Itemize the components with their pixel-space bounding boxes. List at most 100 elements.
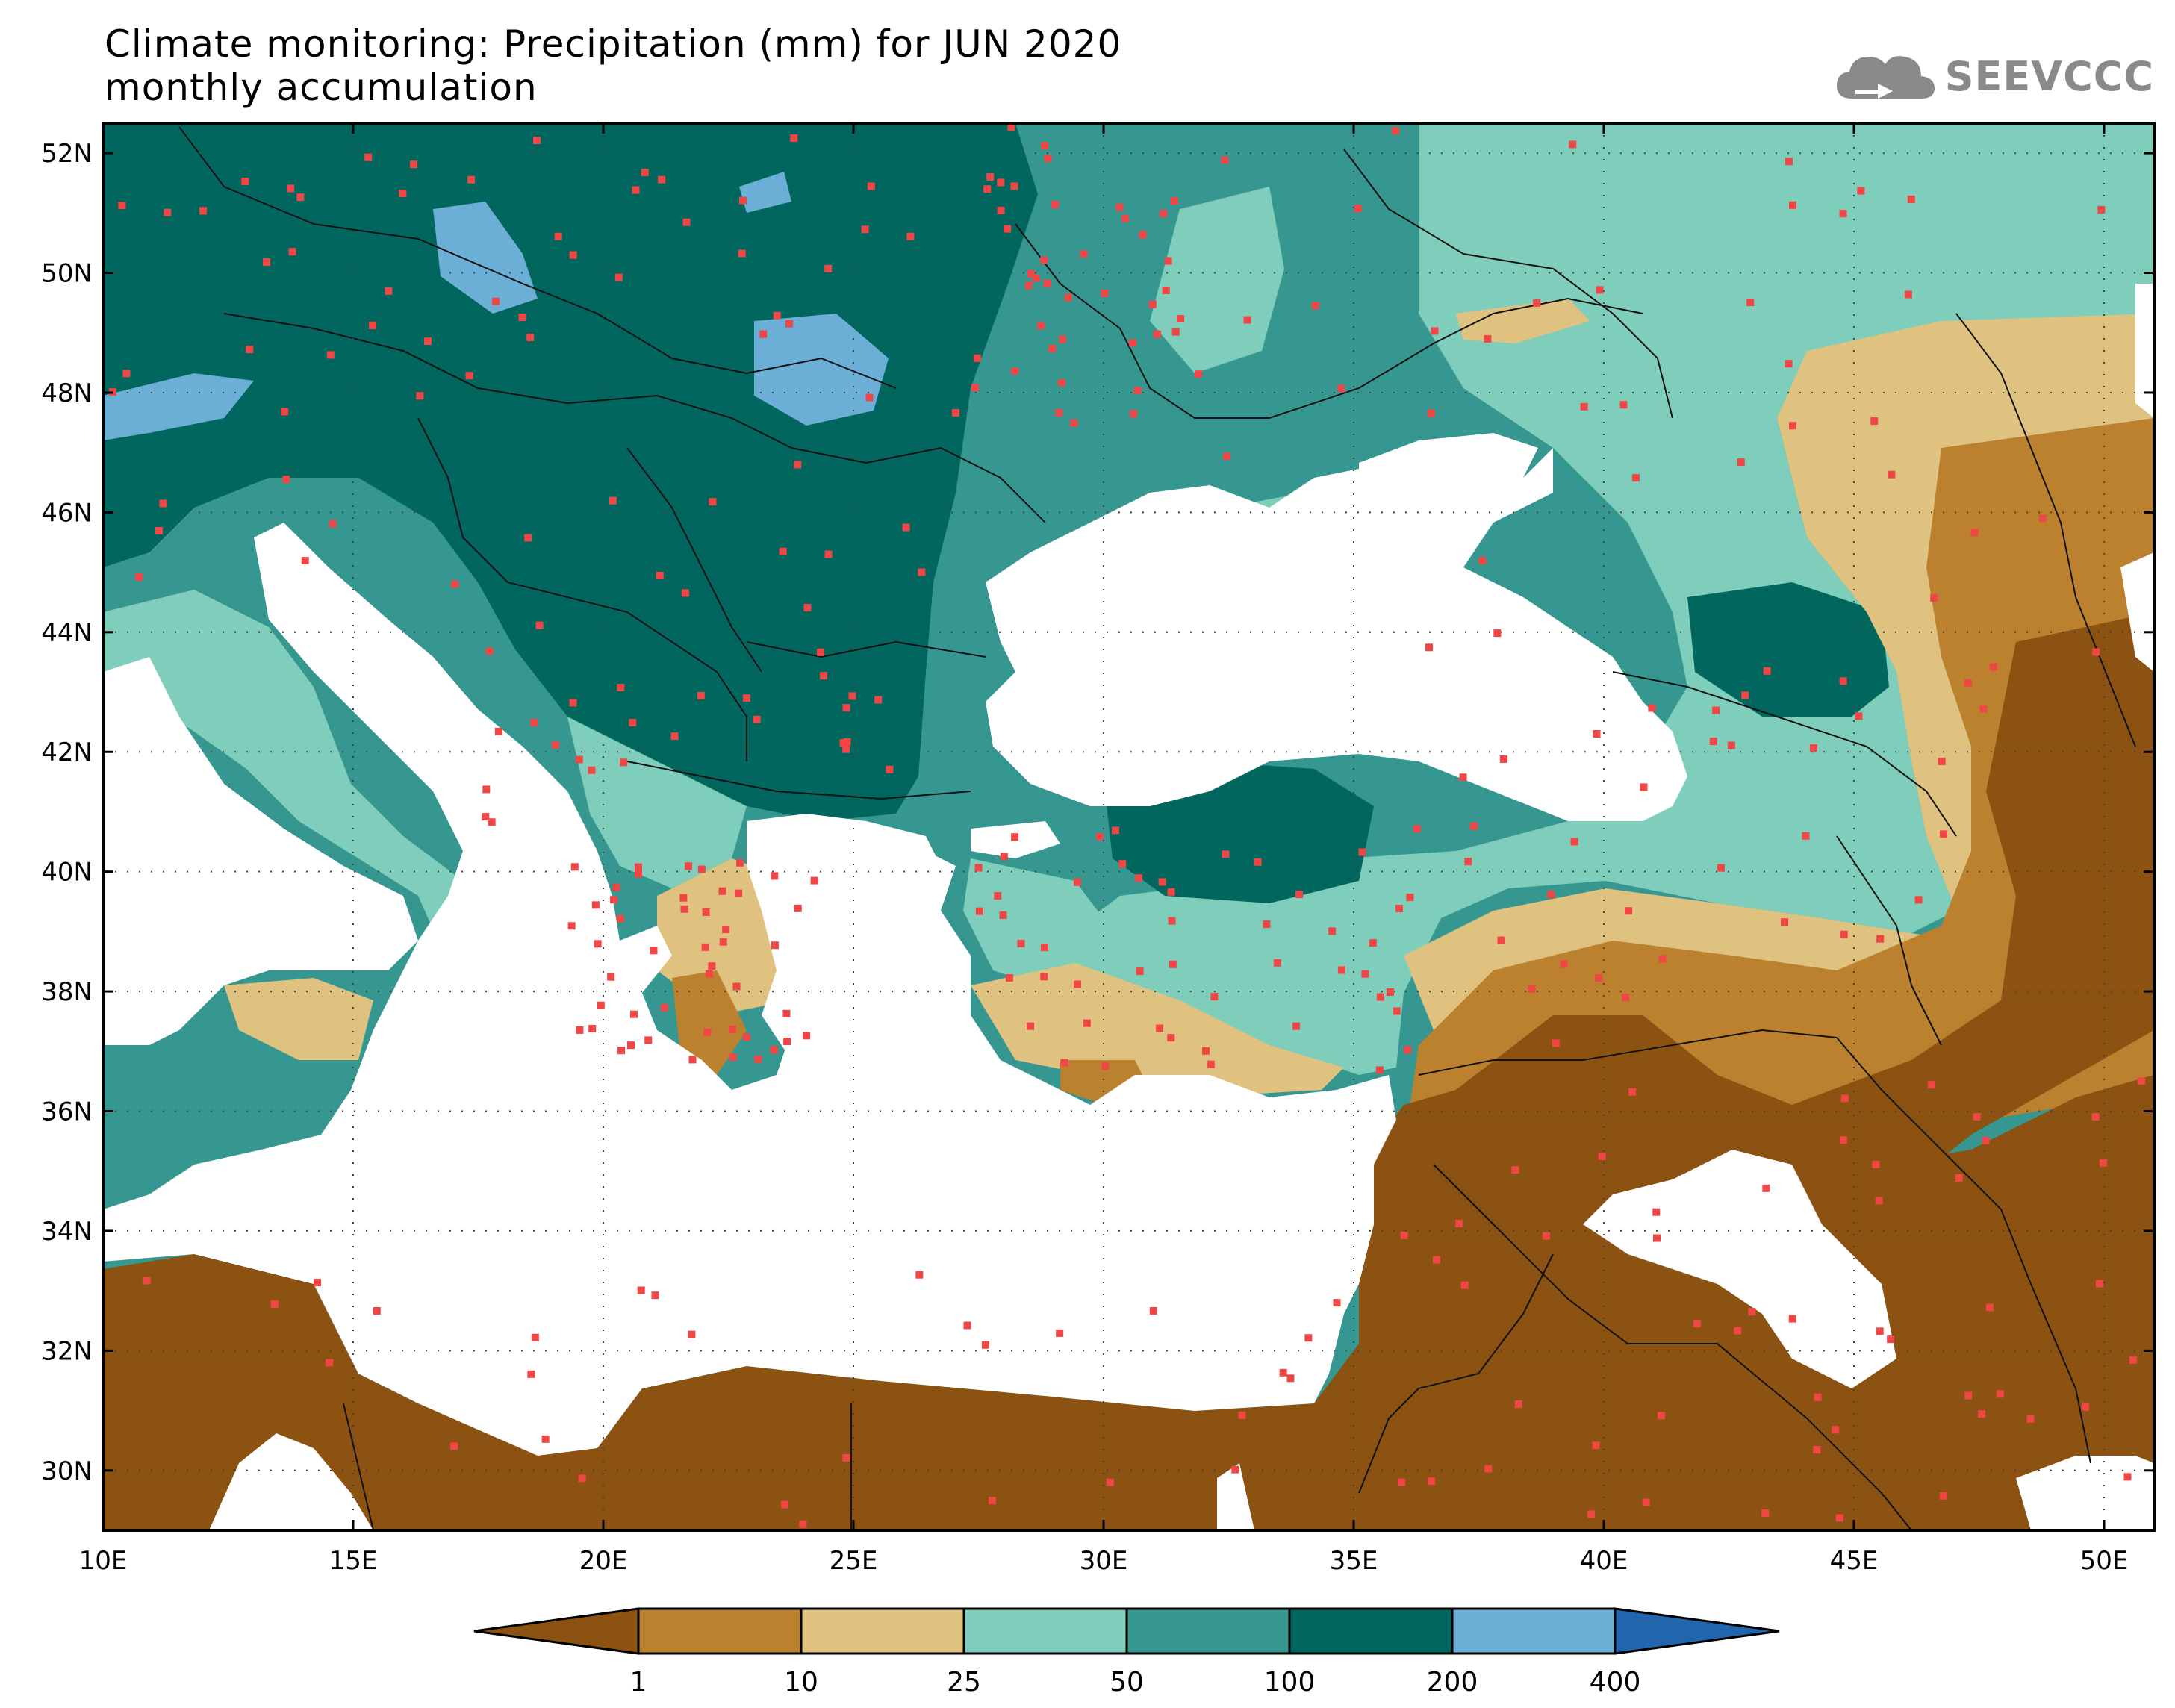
station-marker xyxy=(1648,704,1656,712)
station-marker xyxy=(1292,1022,1301,1030)
caspian-sea xyxy=(2120,552,2154,672)
station-marker xyxy=(296,193,305,202)
station-marker xyxy=(1939,830,1947,838)
station-marker xyxy=(1832,1426,1840,1434)
station-marker xyxy=(535,621,544,629)
station-marker xyxy=(485,647,494,655)
station-marker xyxy=(1835,1514,1843,1522)
station-marker xyxy=(1017,939,1025,947)
station-marker xyxy=(951,408,959,417)
station-marker xyxy=(2038,514,2047,523)
colorbar-arrow-high xyxy=(1614,1607,1780,1655)
field-1-10-east xyxy=(1404,418,2154,1194)
station-marker xyxy=(1658,955,1667,963)
station-marker xyxy=(450,1442,458,1450)
station-marker xyxy=(1809,744,1817,752)
station-marker xyxy=(1024,281,1033,290)
station-marker xyxy=(1041,142,1049,150)
station-marker xyxy=(975,907,983,915)
station-marker xyxy=(779,547,787,555)
station-marker xyxy=(697,691,705,699)
colorbar-label: 200 xyxy=(1427,1667,1478,1698)
station-marker xyxy=(1543,1232,1551,1240)
station-marker xyxy=(1460,1281,1469,1289)
station-marker xyxy=(902,523,910,532)
station-marker xyxy=(718,887,726,895)
station-marker xyxy=(753,715,761,723)
station-marker xyxy=(1238,1411,1246,1419)
title-block: Climate monitoring: Precipitation (mm) f… xyxy=(105,22,1121,109)
red-sea xyxy=(1217,1463,1254,1530)
station-marker xyxy=(1136,967,1144,976)
station-marker xyxy=(465,372,473,380)
border-line xyxy=(1612,671,1957,837)
station-marker xyxy=(759,330,768,338)
station-marker xyxy=(262,258,270,267)
station-marker xyxy=(326,1359,334,1367)
station-marker xyxy=(1051,201,1060,209)
station-marker xyxy=(1907,195,1915,203)
station-marker xyxy=(1904,290,1912,299)
station-marker xyxy=(1375,1066,1384,1074)
field-nodata-caspian xyxy=(2135,284,2154,418)
station-marker xyxy=(1734,1327,1742,1335)
station-marker xyxy=(1111,826,1119,835)
station-marker xyxy=(1631,474,1640,482)
field-100-200-centraleurope xyxy=(103,123,1038,821)
station-marker xyxy=(416,392,424,400)
station-marker xyxy=(729,1053,737,1062)
station-marker xyxy=(679,894,688,902)
border-line xyxy=(1418,1029,1838,1076)
station-marker xyxy=(629,719,637,727)
station-marker xyxy=(1295,891,1304,899)
station-marker xyxy=(1652,1208,1661,1216)
station-marker xyxy=(1939,1492,1947,1500)
border-line xyxy=(1358,1253,1554,1494)
map-subtitle: monthly accumulation xyxy=(105,66,538,109)
station-marker xyxy=(1876,935,1885,943)
station-marker xyxy=(526,333,535,341)
field-nodata-libya xyxy=(209,1433,373,1530)
station-marker xyxy=(1785,360,1793,368)
station-marker xyxy=(732,982,741,991)
station-marker xyxy=(1195,370,1203,378)
station-marker xyxy=(1156,1024,1164,1032)
station-marker xyxy=(842,745,850,753)
station-marker xyxy=(874,696,883,704)
station-marker xyxy=(651,1291,659,1300)
station-marker xyxy=(626,1041,635,1050)
station-marker xyxy=(697,865,706,873)
lat-tick-label: 46N xyxy=(41,498,93,528)
station-marker xyxy=(118,202,126,210)
field-25-50-turkey xyxy=(963,858,1120,993)
station-marker xyxy=(1870,417,1879,426)
station-marker xyxy=(1060,1059,1068,1067)
station-marker xyxy=(164,208,172,216)
station-marker xyxy=(918,568,926,576)
station-marker xyxy=(1148,300,1157,308)
station-marker xyxy=(1337,966,1345,974)
station-marker xyxy=(1160,209,1168,217)
border-line xyxy=(1015,223,1643,419)
station-marker xyxy=(2091,1113,2100,1121)
station-marker xyxy=(1361,970,1369,978)
station-marker xyxy=(632,186,640,194)
station-marker xyxy=(1459,773,1467,782)
station-marker xyxy=(1101,289,1109,297)
station-marker xyxy=(610,896,618,904)
field-200-400-czech xyxy=(433,202,538,314)
station-marker xyxy=(773,311,781,320)
station-marker xyxy=(1400,1231,1408,1239)
station-marker xyxy=(1395,905,1404,913)
station-marker xyxy=(1570,838,1578,846)
station-marker xyxy=(609,496,617,505)
lat-axis-labels: 52N 50N 48N 46N 44N 42N 40N 38N 36N 34N 32N 30N xyxy=(41,139,2154,1486)
station-marker xyxy=(660,1003,668,1012)
station-marker xyxy=(1625,907,1633,915)
station-marker xyxy=(728,1025,736,1033)
station-marker xyxy=(1304,1334,1313,1342)
station-marker xyxy=(1000,853,1008,861)
station-marker xyxy=(1222,452,1230,461)
field-1-10-greece xyxy=(672,970,747,1075)
station-marker xyxy=(1040,973,1048,981)
